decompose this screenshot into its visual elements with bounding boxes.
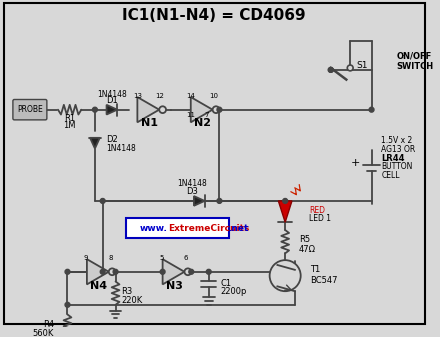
Circle shape (270, 260, 301, 291)
Text: R4: R4 (43, 320, 54, 329)
Text: LED 1: LED 1 (309, 214, 331, 223)
Text: 2200p: 2200p (220, 287, 247, 296)
Text: 220K: 220K (121, 297, 143, 305)
FancyBboxPatch shape (13, 99, 47, 120)
Circle shape (113, 269, 118, 274)
Circle shape (206, 269, 211, 274)
Text: R3: R3 (121, 287, 132, 296)
Circle shape (159, 106, 166, 113)
Text: .net: .net (228, 224, 248, 233)
Text: R5: R5 (299, 235, 310, 244)
Text: 1N4148: 1N4148 (106, 144, 136, 153)
Polygon shape (163, 259, 184, 284)
Text: 10: 10 (209, 93, 218, 99)
Text: 1N4148: 1N4148 (177, 179, 207, 188)
Text: 560K: 560K (33, 329, 54, 337)
Circle shape (328, 67, 333, 72)
Text: D1: D1 (106, 96, 118, 105)
Polygon shape (191, 97, 213, 122)
Circle shape (65, 302, 70, 307)
Text: 9: 9 (84, 255, 88, 261)
Circle shape (217, 107, 222, 112)
Text: R1: R1 (64, 114, 75, 123)
Text: N4: N4 (90, 281, 107, 292)
Circle shape (100, 198, 105, 203)
Text: CELL: CELL (381, 171, 400, 180)
Circle shape (217, 198, 222, 203)
Text: C1: C1 (220, 279, 231, 288)
Polygon shape (137, 97, 159, 122)
Text: D3: D3 (186, 187, 198, 196)
Text: 1M: 1M (63, 121, 76, 130)
Text: 1N4148: 1N4148 (98, 90, 127, 99)
Circle shape (369, 107, 374, 112)
Circle shape (100, 269, 105, 274)
Text: 5: 5 (160, 255, 164, 261)
Circle shape (160, 269, 165, 274)
Text: BC547: BC547 (310, 276, 338, 285)
Text: 11: 11 (187, 112, 195, 118)
FancyBboxPatch shape (126, 218, 229, 238)
Polygon shape (279, 201, 292, 222)
Text: PROBE: PROBE (17, 105, 43, 114)
Text: 7: 7 (204, 112, 209, 118)
Text: D2: D2 (106, 135, 118, 144)
Circle shape (92, 107, 97, 112)
Circle shape (184, 268, 191, 275)
Polygon shape (194, 196, 205, 206)
Text: 14: 14 (187, 93, 195, 99)
Text: BUTTON: BUTTON (381, 162, 413, 172)
Text: 13: 13 (133, 93, 142, 99)
Text: LR44: LR44 (381, 154, 405, 163)
Text: N2: N2 (194, 118, 211, 128)
Circle shape (283, 198, 288, 203)
Text: AG13 OR: AG13 OR (381, 145, 415, 154)
Text: ExtremeCircuits: ExtremeCircuits (168, 224, 249, 233)
Text: 8: 8 (108, 255, 113, 261)
Circle shape (213, 106, 220, 113)
Polygon shape (106, 105, 117, 115)
Text: 1.5V x 2: 1.5V x 2 (381, 136, 413, 145)
Text: www.: www. (140, 224, 168, 233)
Polygon shape (87, 259, 109, 284)
Text: S1: S1 (356, 61, 367, 69)
Text: 6: 6 (184, 255, 188, 261)
Polygon shape (90, 138, 100, 149)
Text: SWITCH: SWITCH (397, 62, 434, 70)
Text: RED: RED (309, 206, 326, 215)
Text: N3: N3 (166, 281, 183, 292)
Circle shape (328, 67, 333, 72)
Text: 47Ω: 47Ω (299, 245, 316, 254)
Text: +: + (351, 158, 360, 168)
Text: 12: 12 (155, 93, 165, 99)
Circle shape (109, 268, 116, 275)
Circle shape (189, 269, 194, 274)
Circle shape (347, 65, 353, 71)
Text: N1: N1 (141, 118, 158, 128)
Circle shape (65, 269, 70, 274)
Text: IC1(N1-N4) = CD4069: IC1(N1-N4) = CD4069 (122, 8, 306, 23)
Text: ON/OFF: ON/OFF (397, 52, 432, 61)
Text: T1: T1 (310, 265, 321, 274)
